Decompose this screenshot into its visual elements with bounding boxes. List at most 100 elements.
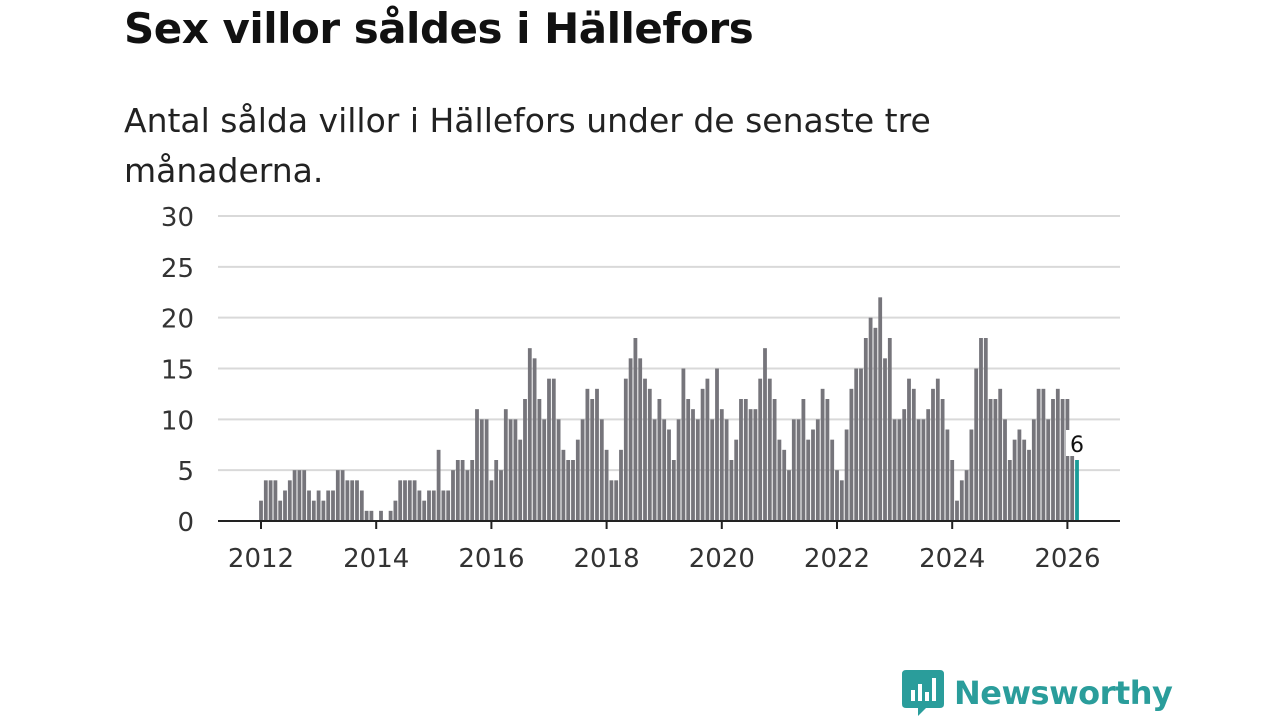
bar xyxy=(1003,419,1007,521)
bar xyxy=(393,500,398,521)
bar xyxy=(268,480,273,521)
bar xyxy=(532,358,537,521)
x-axis-ticks: 2012 2014 2016 2018 2020 2022 2024 2026 xyxy=(228,521,1100,574)
bar xyxy=(331,490,335,521)
bar xyxy=(695,419,700,521)
bar xyxy=(719,409,724,521)
bar xyxy=(470,460,475,521)
bar xyxy=(801,399,806,521)
bar xyxy=(1046,419,1051,521)
bar xyxy=(983,338,988,521)
bar xyxy=(964,470,969,521)
bar xyxy=(998,388,1003,521)
bar xyxy=(1051,399,1055,521)
bar xyxy=(739,399,743,521)
bar xyxy=(825,399,830,521)
bar xyxy=(494,460,499,521)
bar xyxy=(455,460,460,521)
bar xyxy=(691,409,695,521)
bar xyxy=(662,419,667,521)
last-value-annotation: 6 xyxy=(1066,430,1088,458)
bar xyxy=(820,388,825,521)
bar xyxy=(911,388,916,521)
bar xyxy=(647,388,652,521)
bar xyxy=(614,480,619,521)
bar xyxy=(369,510,374,521)
bar-series xyxy=(259,297,1079,521)
bar xyxy=(830,439,835,521)
bar xyxy=(993,399,998,521)
bar xyxy=(729,460,734,521)
bar xyxy=(815,419,820,521)
bar xyxy=(633,338,638,521)
bar xyxy=(873,327,878,521)
bar xyxy=(1027,449,1031,521)
bar xyxy=(988,399,993,521)
bar xyxy=(887,338,892,521)
bar xyxy=(499,470,503,521)
bar xyxy=(763,348,767,521)
chart-subtitle: Antal sålda villor i Hällefors under de … xyxy=(124,101,931,190)
newsworthy-logo-icon xyxy=(902,670,944,716)
bar xyxy=(523,399,527,521)
bar xyxy=(1060,399,1065,521)
bar xyxy=(710,419,715,521)
bar xyxy=(945,429,950,521)
bar xyxy=(748,409,753,521)
bar xyxy=(1012,439,1017,521)
bar xyxy=(263,480,268,521)
bar xyxy=(479,419,484,521)
bar xyxy=(475,409,479,521)
bar xyxy=(1070,449,1075,521)
bar xyxy=(489,480,494,521)
bar xyxy=(513,419,518,521)
bar xyxy=(686,399,691,521)
bar xyxy=(878,297,883,521)
bar xyxy=(940,399,945,521)
bar xyxy=(935,378,940,521)
bar xyxy=(921,419,926,521)
bar xyxy=(782,449,787,521)
bar xyxy=(652,419,657,521)
y-tick-label: 20 xyxy=(161,305,194,335)
bar xyxy=(863,338,868,521)
y-tick-label: 25 xyxy=(161,254,194,284)
bar xyxy=(311,500,316,521)
bar xyxy=(484,419,489,521)
bar xyxy=(273,480,278,521)
bar xyxy=(767,378,772,521)
bar xyxy=(791,419,796,521)
bar xyxy=(835,470,839,521)
bar xyxy=(849,388,854,521)
y-tick-label: 30 xyxy=(161,203,194,233)
bar xyxy=(916,419,921,521)
bar xyxy=(326,490,331,521)
bar xyxy=(604,449,609,521)
bar xyxy=(676,419,681,521)
bar xyxy=(897,419,902,521)
bar xyxy=(503,409,508,521)
bar xyxy=(724,419,729,521)
bar xyxy=(302,470,307,521)
bar xyxy=(350,480,355,521)
newsworthy-logo-text: Newsworthy xyxy=(954,674,1173,712)
x-tick-label: 2026 xyxy=(1034,544,1100,574)
bar xyxy=(561,449,566,521)
x-tick-label: 2024 xyxy=(919,544,985,574)
y-tick-label: 15 xyxy=(161,356,194,386)
bar xyxy=(417,490,422,521)
bar xyxy=(892,419,897,521)
bar xyxy=(1017,429,1022,521)
bar xyxy=(556,419,561,521)
bar xyxy=(595,388,599,521)
bar xyxy=(609,480,614,521)
bar xyxy=(407,480,412,521)
bar xyxy=(292,470,297,521)
bar xyxy=(518,439,523,521)
bar xyxy=(446,490,451,521)
bar xyxy=(979,338,983,521)
bar xyxy=(340,470,345,521)
bar xyxy=(969,429,974,521)
bar xyxy=(585,388,590,521)
